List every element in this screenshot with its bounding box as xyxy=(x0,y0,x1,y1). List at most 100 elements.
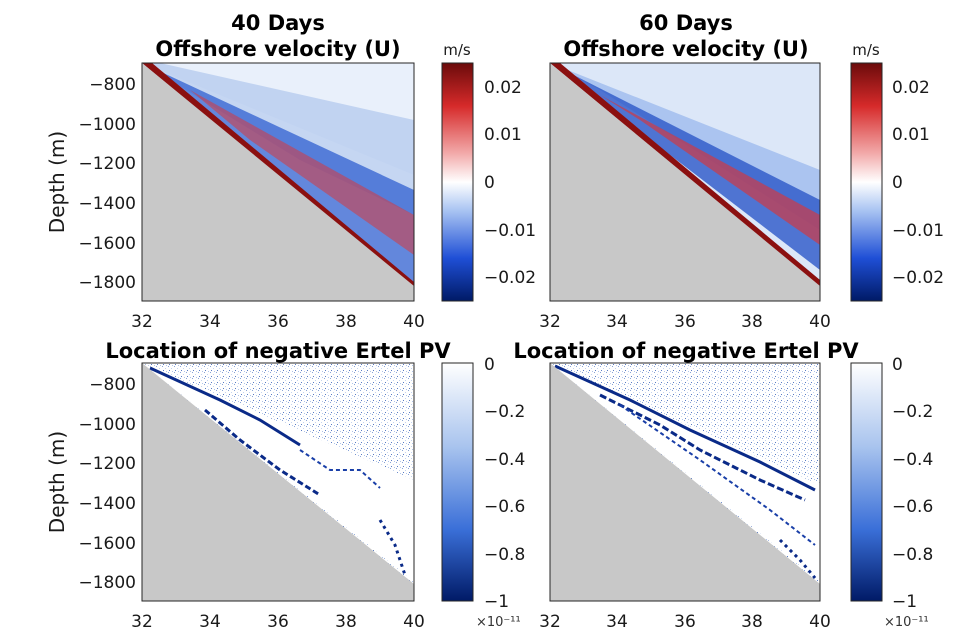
y-tick-label: −1400 xyxy=(78,494,136,514)
x-tick-label: 32 xyxy=(131,312,153,332)
y-ticks: −800 −1000 −1200 −1400 −1600 −1800 xyxy=(78,375,136,593)
pv-streak xyxy=(299,449,381,489)
colorbar-tick-label: −0.8 xyxy=(892,545,933,565)
y-tick-label: −1600 xyxy=(78,534,136,554)
colorbar: 0 −0.2 −0.4 −0.6 −0.8 −1 ×10⁻¹¹ xyxy=(850,355,933,630)
y-tick-label: −800 xyxy=(89,375,136,395)
colorbar-tick-label: −0.02 xyxy=(484,268,536,288)
panel-title: Location of negative Ertel PV xyxy=(513,339,859,363)
colorbar-exponent: ×10⁻¹¹ xyxy=(884,615,929,630)
colorbar-tick-label: −0.4 xyxy=(892,450,933,470)
y-tick-label: −1200 xyxy=(78,454,136,474)
colorbar-tick-label: −0.01 xyxy=(484,221,536,241)
colorbar-tick-label: 0.01 xyxy=(892,125,930,145)
x-ticks: 32 34 36 38 40 xyxy=(131,312,425,332)
axes-box xyxy=(141,362,415,602)
colorbar-gradient xyxy=(441,362,474,602)
colorbar-tick-label: −0.6 xyxy=(484,497,525,517)
x-tick-label: 36 xyxy=(267,612,289,632)
colorbar-tick-label: 0.02 xyxy=(892,78,930,98)
panel-title-line2: Offshore velocity (U) xyxy=(155,37,400,61)
x-tick-label: 32 xyxy=(131,612,153,632)
panel-title-line1: 60 Days xyxy=(639,11,733,35)
x-tick-label: 38 xyxy=(741,312,763,332)
colorbar: m/s 0.02 0.01 0 −0.01 −0.02 xyxy=(441,41,536,302)
colorbar-tick-label: −0.8 xyxy=(484,545,525,565)
pv-streak xyxy=(778,538,817,579)
y-tick-label: −1000 xyxy=(78,115,136,135)
x-tick-label: 34 xyxy=(606,312,628,332)
axes-box xyxy=(549,362,821,602)
x-ticks: 32 34 36 38 40 xyxy=(539,312,831,332)
slope-mask xyxy=(550,363,820,601)
colorbar-tick-label: −0.2 xyxy=(892,402,933,422)
colorbar-tick-label: −0.4 xyxy=(484,450,525,470)
y-tick-label: −1800 xyxy=(78,573,136,593)
red-band xyxy=(190,90,414,255)
colorbar-tick-label: −0.01 xyxy=(892,221,944,241)
colorbar-tick-label: −0.02 xyxy=(892,268,944,288)
pv-streak xyxy=(619,404,816,546)
slope-mask xyxy=(142,63,414,301)
axes-box xyxy=(141,62,415,302)
slope-mask xyxy=(142,363,414,601)
x-tick-label: 36 xyxy=(674,312,696,332)
pv-streak xyxy=(599,393,806,502)
negative-pv-patches xyxy=(149,366,407,576)
panel-title-line1: 40 Days xyxy=(231,11,325,35)
pv-clear-zone xyxy=(550,363,820,582)
colorbar-exponent: ×10⁻¹¹ xyxy=(476,615,521,630)
x-tick-label: 34 xyxy=(199,612,221,632)
pv-streak xyxy=(149,366,301,447)
panel-40-days-negative-pv: Location of negative Ertel PV −800 −1000… xyxy=(45,339,525,632)
x-tick-label: 40 xyxy=(809,312,831,332)
panel-title: Location of negative Ertel PV xyxy=(105,339,451,363)
colorbar-tick-label: 0 xyxy=(892,173,903,193)
x-tick-label: 38 xyxy=(335,612,357,632)
panel-60-days-velocity: 60 Days Offshore velocity (U) 32 34 36 3… xyxy=(539,11,944,332)
pv-streak xyxy=(554,364,816,492)
colorbar-unit: m/s xyxy=(443,41,471,59)
y-tick-label: −1400 xyxy=(78,194,136,214)
colorbar-gradient xyxy=(850,362,883,602)
y-axis-label: Depth (m) xyxy=(45,431,69,533)
x-tick-label: 38 xyxy=(741,612,763,632)
colorbar-tick-label: 0 xyxy=(484,355,495,375)
pv-streak xyxy=(378,519,407,576)
y-tick-label: −1200 xyxy=(78,154,136,174)
colorbar-tick-label: 0.01 xyxy=(484,125,522,145)
colorbar-tick-label: 0 xyxy=(892,355,903,375)
colorbar-tick-label: −1 xyxy=(892,592,917,612)
x-tick-label: 32 xyxy=(539,312,561,332)
slope-mask xyxy=(550,63,820,301)
pv-clear-zone xyxy=(142,363,414,582)
negative-pv-patches xyxy=(554,364,817,579)
colorbar-tick-label: −1 xyxy=(484,592,509,612)
y-tick-label: −1800 xyxy=(78,273,136,293)
colorbar-gradient xyxy=(441,62,474,302)
x-tick-label: 36 xyxy=(674,612,696,632)
x-tick-label: 38 xyxy=(335,312,357,332)
x-tick-label: 40 xyxy=(403,312,425,332)
colorbar-gradient xyxy=(850,62,883,302)
y-tick-label: −1600 xyxy=(78,234,136,254)
x-tick-label: 34 xyxy=(199,312,221,332)
colorbar-tick-label: 0.02 xyxy=(484,78,522,98)
axes-box xyxy=(549,62,821,302)
x-tick-label: 40 xyxy=(809,612,831,632)
x-tick-label: 36 xyxy=(267,312,289,332)
panel-40-days-velocity: 40 Days Offshore velocity (U) −800 −1000… xyxy=(45,11,536,332)
colorbar-tick-label: 0 xyxy=(484,173,495,193)
y-tick-label: −1000 xyxy=(78,415,136,435)
colorbar: m/s 0.02 0.01 0 −0.01 −0.02 xyxy=(850,41,944,302)
x-ticks: 32 34 36 38 40 xyxy=(131,612,425,632)
y-ticks: −800 −1000 −1200 −1400 −1600 −1800 xyxy=(78,75,136,293)
panel-60-days-negative-pv: Location of negative Ertel PV 32 34 36 3… xyxy=(513,339,933,632)
panel-title-line2: Offshore velocity (U) xyxy=(563,37,808,61)
x-tick-label: 32 xyxy=(539,612,561,632)
x-tick-label: 34 xyxy=(606,612,628,632)
y-axis-label: Depth (m) xyxy=(45,131,69,233)
y-tick-label: −800 xyxy=(89,75,136,95)
x-tick-label: 40 xyxy=(403,612,425,632)
